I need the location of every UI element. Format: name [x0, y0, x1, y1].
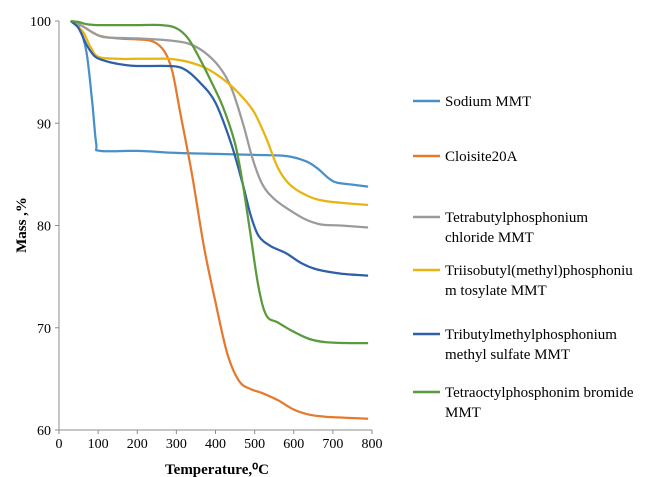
legend-label-3: Tetrabutylphosphonium chloride MMT: [445, 210, 588, 246]
legend-label-6: Tetraoctylphosphonim bromide MMT: [445, 385, 634, 421]
x-tick-label: 700: [322, 437, 343, 452]
y-tick-label: 90: [37, 117, 51, 132]
series-line-3: [70, 19, 369, 229]
legend-label-line: methyl sulfate MMT: [445, 347, 570, 363]
series-line-2: [70, 19, 369, 420]
legend-label-line: chloride MMT: [445, 230, 534, 246]
legend-label-line: Tributylmethylphosphonium: [445, 327, 617, 343]
y-axis-title: Mass ,%: [14, 197, 30, 253]
x-tick-label: 500: [244, 437, 265, 452]
legend-label-1: Sodium MMT: [445, 94, 531, 110]
y-tick-label: 80: [37, 220, 51, 235]
x-tick-label: 300: [166, 437, 187, 452]
x-axis-title: Temperature,⁰C: [165, 462, 269, 477]
legend-label-line: m tosylate MMT: [445, 283, 547, 299]
legend-label-line: Cloisite20A: [445, 149, 518, 165]
legend-label-line: Tetraoctylphosphonim bromide: [445, 385, 634, 401]
x-tick-label: 200: [127, 437, 148, 452]
legend-label-line: Sodium MMT: [445, 94, 531, 110]
series-line-5: [69, 20, 369, 277]
y-tick-label: 100: [30, 15, 51, 30]
series-line-1: [70, 19, 369, 188]
series-layer: [69, 19, 369, 420]
chart-legend: Sodium MMT Cloisite20A Tetrabutylphosphoni…: [413, 94, 634, 421]
series-line-4: [69, 20, 369, 207]
x-tick-label: 0: [56, 437, 63, 452]
y-tick-label: 70: [37, 322, 51, 337]
x-tick-label: 400: [205, 437, 226, 452]
y-tick-label: 60: [37, 424, 51, 439]
legend-label-line: MMT: [445, 405, 481, 421]
x-tick-label: 800: [362, 437, 383, 452]
series-line-6: [70, 19, 369, 345]
legend-label-4: Triisobutyl(methyl)phosphoniu m tosylate …: [445, 263, 633, 299]
legend-label-2: Cloisite20A: [445, 149, 518, 165]
x-tick-label: 100: [88, 437, 109, 452]
legend-label-line: Tetrabutylphosphonium: [445, 210, 588, 226]
x-tick-label: 600: [283, 437, 304, 452]
chart-axes: 0 100 200 300 400 500 600 700 800 60 70 80 90 100: [30, 15, 383, 452]
legend-label-5: Tributylmethylphosphonium methyl sulfate …: [445, 327, 617, 363]
legend-label-line: Triisobutyl(methyl)phosphoniu: [445, 263, 633, 279]
